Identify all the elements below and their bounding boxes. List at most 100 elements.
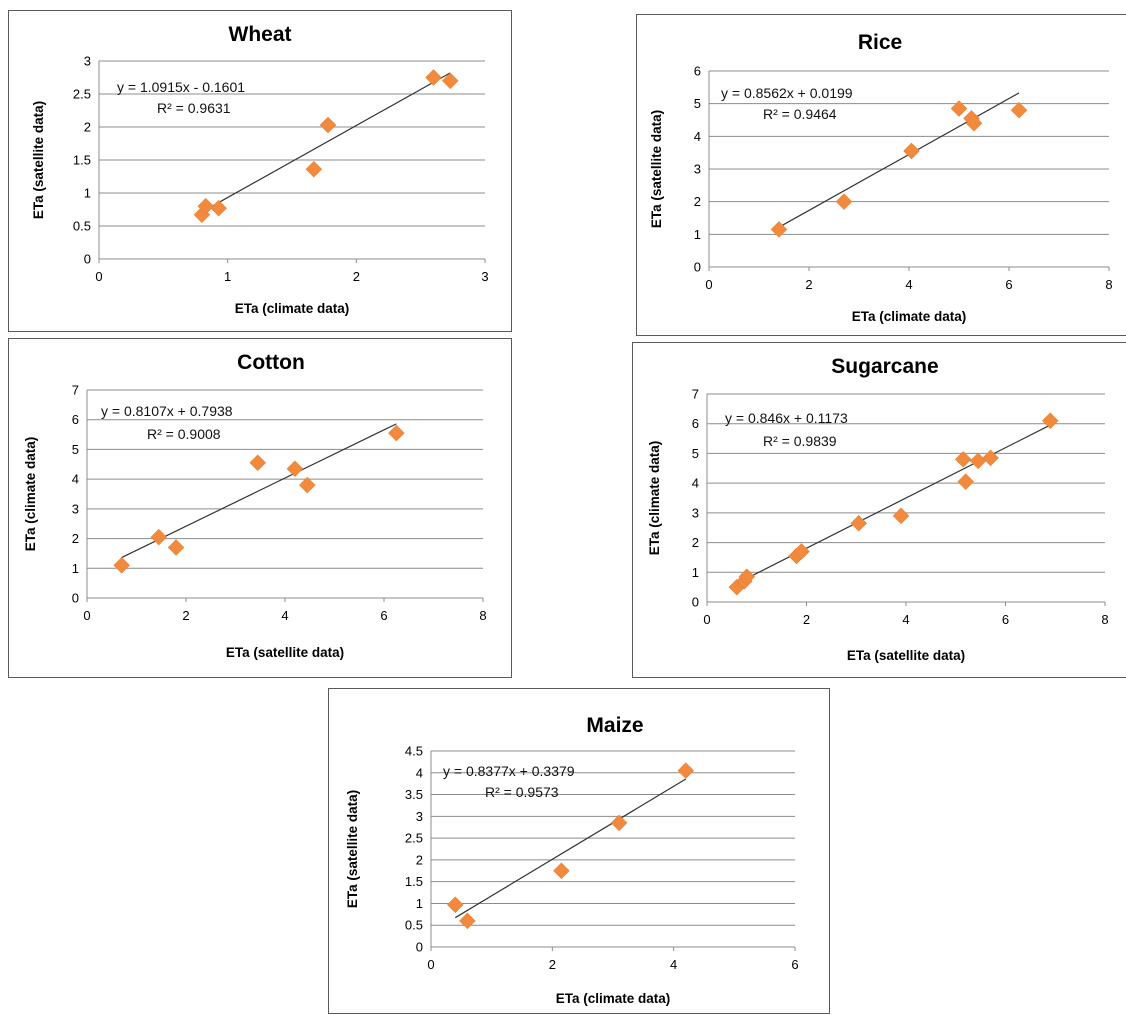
x-tick-label: 8 [1101,612,1108,627]
x-tick-label: 6 [1002,612,1009,627]
data-point [770,221,788,238]
y-tick-label: 1 [72,561,79,576]
x-tick-label: 0 [427,957,434,972]
data-point [319,116,337,134]
data-point [446,896,464,914]
y-tick-label: 2 [416,852,423,867]
x-tick-label: 1 [224,269,231,284]
y-tick-label: 2 [694,194,701,209]
trendline [121,423,397,559]
x-tick-label: 6 [380,608,387,623]
data-point [425,69,442,86]
y-tick-label: 1 [692,565,699,580]
y-axis-label: ETa (climate data) [647,441,662,556]
chart-wheat: Wheat 0 0.5 1 1.5 2 2.5 3 0 1 2 3 ETa (climate data)… [31,23,489,316]
chart-title: Rice [858,31,902,54]
chart-cotton: Cotton 0 1 2 3 4 5 6 7 0 2 4 6 8 ETa (satellite data) E… [23,351,487,660]
x-tick-label: 0 [705,277,712,292]
y-tick-label: 0 [416,940,423,955]
x-tick-label: 8 [1105,277,1112,292]
x-tick-label: 3 [481,269,488,284]
y-tick-label: 1.5 [405,874,423,889]
chart-panel-cotton: Cotton 0 1 2 3 4 5 6 7 0 2 4 6 8 ETa (satellite data) E… [8,338,512,678]
x-axis-label: ETa (satellite data) [226,645,344,660]
chart-title: Sugarcane [831,355,938,378]
trendline [201,72,451,213]
y-tick-label: 4 [692,476,699,491]
regression-equation: y = 0.8562x + 0.0199 [721,85,853,101]
x-tick-label: 4 [281,608,288,623]
y-axis-label: ETa (satellite data) [345,790,360,908]
x-tick-label: 6 [1005,277,1012,292]
y-tick-label: 5 [72,442,79,457]
y-tick-label: 7 [72,383,79,398]
chart-rice: Rice 0 1 2 3 4 5 6 0 2 4 6 8 ETa (climate data) ETa (s… [649,31,1113,324]
y-tick-label: 2 [692,535,699,550]
data-point [610,814,628,832]
x-tick-label: 4 [902,612,909,627]
chart-title: Cotton [237,351,305,374]
data-point [954,451,972,468]
y-tick-label: 6 [694,64,701,79]
chart-title: Maize [586,714,643,737]
regression-equation: y = 0.8377x + 0.3379 [443,763,575,779]
regression-equation: y = 1.0915x - 0.1601 [117,79,245,95]
chart-sugarcane: Sugarcane 0 1 2 3 4 5 6 7 0 2 4 6 8 ETa (satellite dat… [647,355,1109,663]
r-squared: R² = 0.9631 [157,100,231,116]
data-point [892,507,910,525]
y-tick-label: 0 [692,595,699,610]
y-tick-label: 3 [72,501,79,516]
x-tick-label: 2 [182,608,189,623]
x-tick-label: 4 [905,277,912,292]
x-tick-label: 2 [353,269,360,284]
data-point [286,460,304,478]
y-tick-label: 3 [84,54,91,69]
data-point [210,199,228,217]
r-squared: R² = 0.9573 [485,784,559,800]
data-point [305,160,323,178]
chart-panel-sugarcane: Sugarcane 0 1 2 3 4 5 6 7 0 2 4 6 8 ETa (satellite dat… [632,342,1126,678]
data-point [113,556,131,574]
chart-panel-maize: Maize 0 0.5 1 1.5 2 2.5 3 3.5 4 4.5 0 2 4 6 ETa (climat… [328,688,830,1014]
r-squared: R² = 0.9008 [147,426,221,442]
y-tick-label: 2 [84,120,91,135]
chart-title: Wheat [229,23,292,46]
y-tick-label: 7 [692,387,699,402]
data-point [459,912,476,930]
data-point [677,762,695,779]
y-tick-label: 3 [416,809,423,824]
x-tick-label: 0 [703,612,710,627]
x-tick-label: 6 [791,957,798,972]
x-tick-label: 2 [803,612,810,627]
y-tick-label: 4 [694,129,701,144]
y-tick-label: 6 [692,416,699,431]
data-point [167,539,185,556]
data-point [298,476,316,494]
y-tick-label: 2.5 [73,87,91,102]
y-tick-label: 0.5 [73,219,91,234]
y-tick-label: 2.5 [405,831,423,846]
y-tick-label: 1 [84,186,91,201]
x-axis-label: ETa (climate data) [852,309,967,324]
data-point [793,543,810,560]
data-point [738,568,756,586]
y-tick-label: 5 [692,446,699,461]
y-tick-label: 0 [72,591,79,606]
data-point [197,197,215,215]
y-tick-label: 3 [692,505,699,520]
x-tick-label: 0 [83,608,90,623]
y-tick-label: 0.5 [405,918,423,933]
x-axis-label: ETa (satellite data) [847,648,965,663]
trendline [736,424,1051,584]
x-tick-label: 8 [479,608,486,623]
data-point [1010,101,1028,119]
x-tick-label: 0 [95,269,102,284]
r-squared: R² = 0.9464 [763,106,837,122]
data-point [903,142,920,160]
y-tick-label: 4 [72,472,79,487]
x-tick-label: 2 [805,277,812,292]
data-point [388,424,405,442]
y-tick-label: 0 [694,260,701,275]
y-tick-label: 4 [416,765,423,780]
data-point [150,528,168,546]
